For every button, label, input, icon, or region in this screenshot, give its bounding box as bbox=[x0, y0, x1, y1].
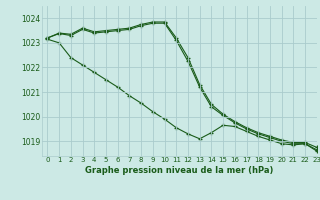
X-axis label: Graphe pression niveau de la mer (hPa): Graphe pression niveau de la mer (hPa) bbox=[85, 166, 273, 175]
